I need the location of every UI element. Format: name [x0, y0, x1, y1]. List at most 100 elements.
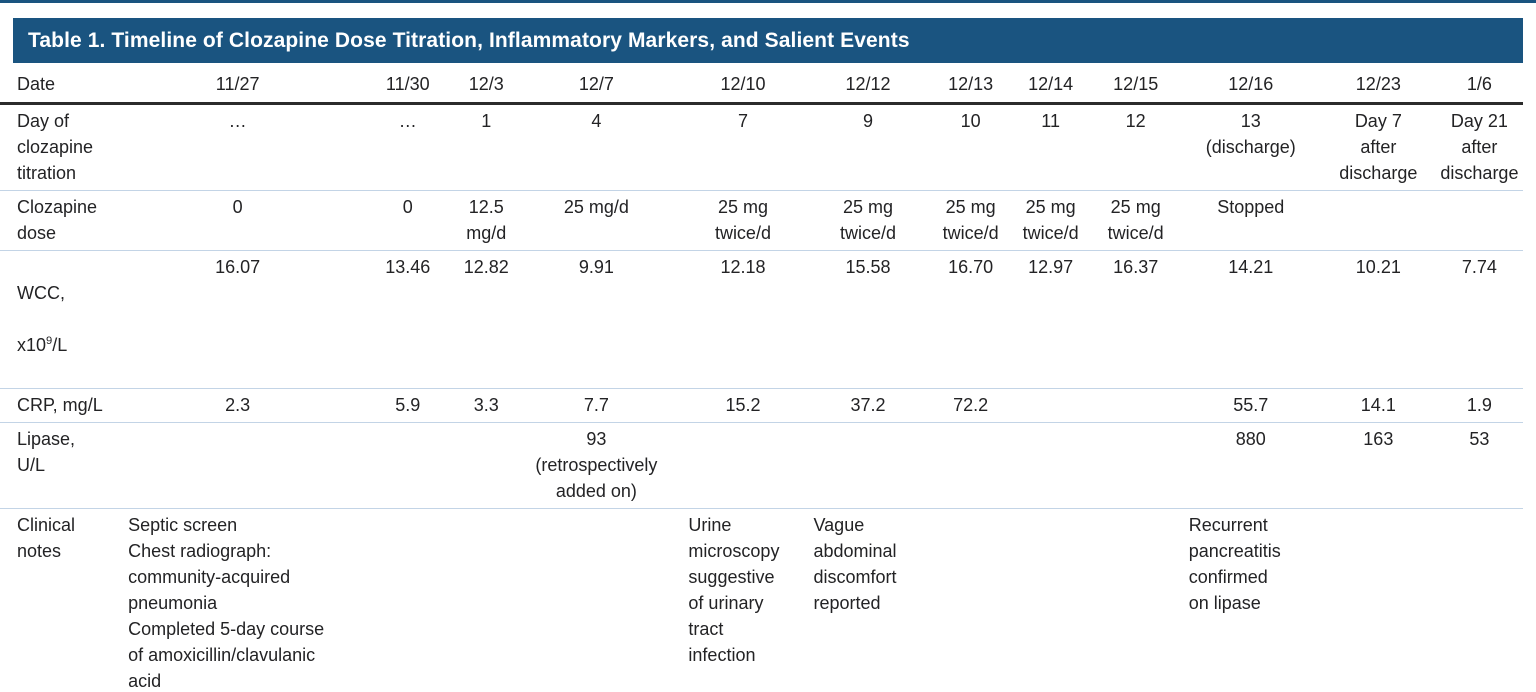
wcc-cell: 12.82: [460, 250, 513, 389]
dose-cell: 25 mg twice/d: [1090, 190, 1181, 251]
row-label-crp: CRP, mg/L: [0, 388, 121, 423]
date-cell: 12/10: [680, 63, 806, 105]
titration-day-cell: …: [120, 103, 356, 191]
titration-day-cell: 7: [680, 103, 806, 191]
date-cell: 12/3: [460, 63, 513, 105]
wcc-cell: 9.91: [512, 250, 681, 389]
lipase-cell: [460, 422, 513, 509]
dose-cell: 0: [120, 190, 356, 251]
date-cell: 12/15: [1090, 63, 1181, 105]
wcc-cell: 14.21: [1180, 250, 1321, 389]
lipase-cell: 880: [1180, 422, 1321, 509]
lipase-cell: [930, 422, 1011, 509]
wcc-cell: 16.07: [120, 250, 356, 389]
crp-cell: 55.7: [1180, 388, 1321, 423]
titration-day-cell: Day 21 after discharge: [1435, 103, 1523, 191]
titration-day-cell: 1: [460, 103, 513, 191]
lipase-cell: [1090, 422, 1181, 509]
titration-day-cell: 11: [1010, 103, 1091, 191]
crp-cell: 37.2: [805, 388, 931, 423]
table-title: Table 1. Timeline of Clozapine Dose Titr…: [28, 28, 910, 52]
row-label-wcc: WCC, x109/L: [0, 250, 121, 389]
date-cell: 11/27: [120, 63, 356, 105]
date-cell: 12/12: [805, 63, 931, 105]
titration-day-cell: 12: [1090, 103, 1181, 191]
table-title-bar: Table 1. Timeline of Clozapine Dose Titr…: [13, 18, 1523, 63]
clinical-notes-row: Clinical notes Septic screen Chest radio…: [0, 509, 1523, 692]
row-label-clozapine-dose: Clozapine dose: [0, 190, 121, 251]
dose-cell: 25 mg twice/d: [930, 190, 1011, 251]
lipase-cell: [805, 422, 931, 509]
clinical-note-cell: [460, 509, 512, 692]
wcc-cell: 10.21: [1320, 250, 1436, 389]
crp-cell: [1090, 388, 1181, 423]
lipase-cell: [1010, 422, 1091, 509]
timeline-table: Date 11/27 11/30 12/3 12/7 12/10 12/12 1…: [0, 63, 1523, 692]
date-cell: 12/16: [1180, 63, 1321, 105]
crp-cell: 3.3: [460, 388, 513, 423]
crp-cell: 15.2: [680, 388, 806, 423]
dose-cell: 12.5 mg/d: [460, 190, 513, 251]
titration-day-cell: 4: [512, 103, 681, 191]
row-label-date: Date: [0, 63, 121, 105]
dose-cell: 25 mg twice/d: [805, 190, 931, 251]
wcc-cell: 16.70: [930, 250, 1011, 389]
row-label-titration-day: Day of clozapine titration: [0, 103, 121, 191]
clinical-note-cell: Recurrent pancreatitis confirmed on lipa…: [1188, 515, 1281, 613]
titration-day-cell: Day 7 after discharge: [1320, 103, 1436, 191]
row-label-clinical-notes: Clinical notes: [17, 515, 76, 561]
titration-day-cell: 10: [930, 103, 1011, 191]
wcc-cell: 7.74: [1435, 250, 1523, 389]
wcc-row: WCC, x109/L 16.07 13.46 12.82 9.91 12.18…: [0, 250, 1523, 389]
top-border-rule: [0, 0, 1536, 3]
dose-cell: 0: [355, 190, 461, 251]
crp-cell: 14.1: [1320, 388, 1436, 423]
clinical-note-cell: [931, 509, 1011, 692]
date-cell: 11/30: [355, 63, 461, 105]
wcc-cell: 12.18: [680, 250, 806, 389]
date-cell: 12/23: [1320, 63, 1436, 105]
clozapine-dose-row: Clozapine dose 0 0 12.5 mg/d 25 mg/d 25 …: [0, 190, 1523, 251]
dose-cell: Stopped: [1180, 190, 1321, 251]
clinical-note-cell: [1091, 509, 1181, 692]
dose-cell: 25 mg twice/d: [680, 190, 806, 251]
wcc-label-line1: WCC,: [17, 283, 65, 303]
titration-day-cell: 13 (discharge): [1180, 103, 1321, 191]
date-header-row: Date 11/27 11/30 12/3 12/7 12/10 12/12 1…: [0, 63, 1523, 105]
clinical-note-cell: Septic screen Chest radiograph: communit…: [128, 515, 325, 691]
dose-cell: 25 mg twice/d: [1010, 190, 1091, 251]
crp-cell: [1010, 388, 1091, 423]
wcc-cell: 15.58: [805, 250, 931, 389]
clinical-note-cell: [355, 509, 460, 692]
clinical-note-cell: Vague abdominal discomfort reported: [813, 515, 897, 613]
titration-day-cell: 9: [805, 103, 931, 191]
lipase-cell: 53: [1435, 422, 1523, 509]
titration-day-cell: …: [355, 103, 461, 191]
dose-cell: [1320, 190, 1436, 251]
date-cell: 12/14: [1010, 63, 1091, 105]
titration-day-row: Day of clozapine titration … … 1 4 7 9 1…: [0, 103, 1523, 191]
date-cell: 12/7: [512, 63, 681, 105]
lipase-cell: 163: [1320, 422, 1436, 509]
lipase-cell: [120, 422, 356, 509]
crp-cell: 1.9: [1435, 388, 1523, 423]
crp-cell: 7.7: [512, 388, 681, 423]
crp-cell: 72.2: [930, 388, 1011, 423]
wcc-exponent: 9: [46, 335, 53, 347]
lipase-cell: 93 (retrospectively added on): [512, 422, 681, 509]
dose-cell: 25 mg/d: [512, 190, 681, 251]
dose-cell: [1435, 190, 1523, 251]
clinical-note-cell: [1321, 509, 1436, 692]
clinical-note-cell: [1011, 509, 1091, 692]
lipase-cell: [355, 422, 461, 509]
lipase-cell: [680, 422, 806, 509]
crp-cell: 5.9: [355, 388, 461, 423]
wcc-label-line2: x109/L: [17, 335, 68, 355]
wcc-cell: 12.97: [1010, 250, 1091, 389]
wcc-cell: 13.46: [355, 250, 461, 389]
clinical-note-cell: Urine microscopy suggestive of urinary t…: [688, 515, 780, 665]
wcc-cell: 16.37: [1090, 250, 1181, 389]
lipase-row: Lipase, U/L 93 (retrospectively added on…: [0, 422, 1523, 509]
date-cell: 1/6: [1435, 63, 1523, 105]
